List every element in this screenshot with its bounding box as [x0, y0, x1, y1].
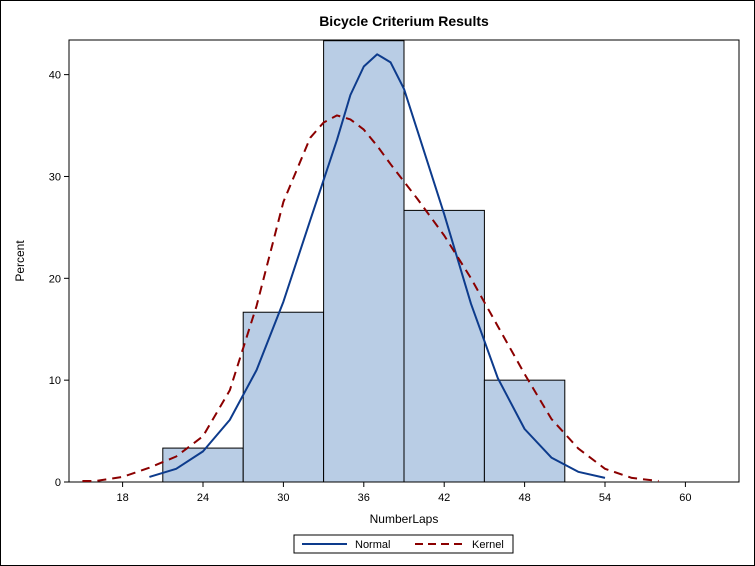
x-tick-label-24: 24 [197, 492, 209, 504]
y-tick-label-40: 40 [49, 70, 61, 82]
x-axis-label: NumberLaps [370, 512, 439, 526]
y-tick-label-10: 10 [49, 375, 61, 387]
x-tick-label-30: 30 [277, 492, 289, 504]
y-tick-label-30: 30 [49, 171, 61, 183]
histogram-bar-4 [483, 379, 566, 483]
x-tick-label-48: 48 [518, 492, 530, 504]
legend-kernel-label: Kernel [472, 539, 504, 551]
x-tick-label-42: 42 [438, 492, 450, 504]
histogram-bar-1 [242, 311, 325, 483]
normal-density-curve [149, 53, 606, 479]
legend: Normal Kernel [293, 534, 514, 554]
x-tick-label-36: 36 [358, 492, 370, 504]
histogram-bar-3 [403, 209, 485, 483]
y-axis-label: Percent [13, 240, 27, 282]
density-curves [82, 53, 659, 482]
x-tick-label-60: 60 [679, 492, 691, 504]
x-tick-label-18: 18 [116, 492, 128, 504]
y-tick-label-0: 0 [55, 477, 61, 489]
x-axis-ticks: 18 24 30 36 42 48 54 60 [116, 482, 692, 504]
x-tick-label-54: 54 [599, 492, 611, 504]
histogram-bars [162, 40, 566, 483]
y-axis-ticks: 0 10 20 30 40 [49, 70, 69, 489]
histogram-bar-2 [323, 40, 405, 483]
legend-box [293, 534, 514, 554]
y-tick-label-20: 20 [49, 273, 61, 285]
chart-title: Bicycle Criterium Results [319, 13, 489, 29]
histogram-bar-0 [162, 447, 244, 483]
legend-normal-label: Normal [355, 539, 390, 551]
